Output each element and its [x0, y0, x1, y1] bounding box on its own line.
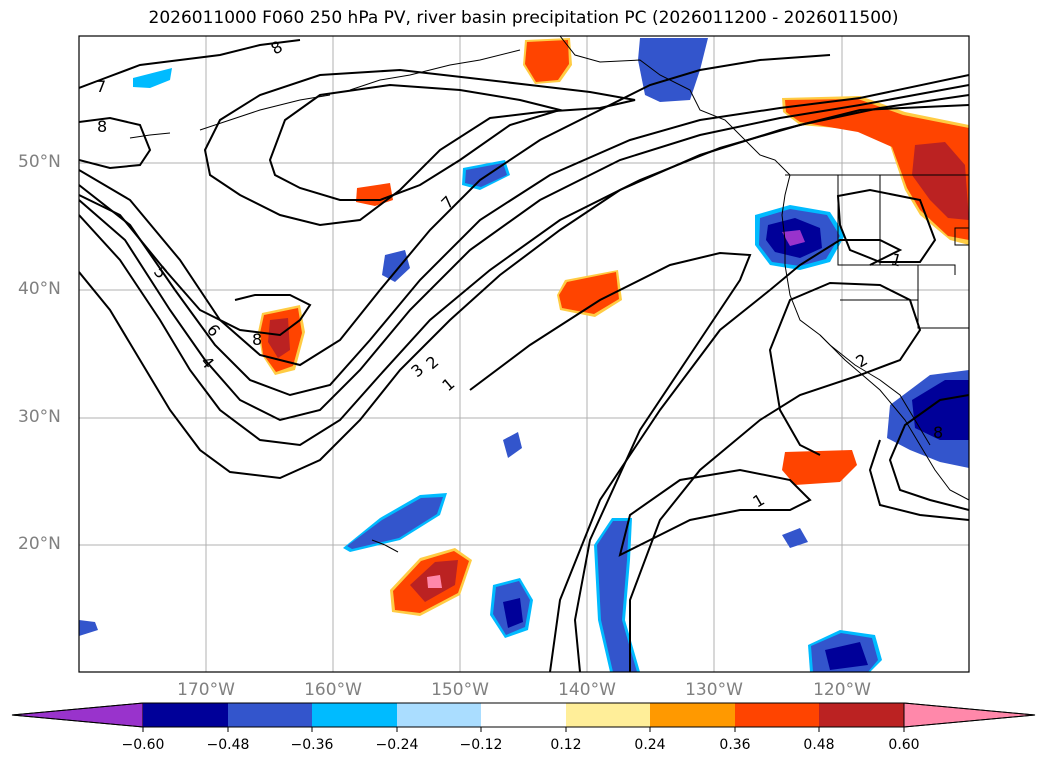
- precip-positive-area: [268, 318, 290, 358]
- colorbar-segment: [735, 703, 819, 727]
- colorbar-segment: [312, 703, 397, 727]
- colorbar-tick: 0.24: [634, 737, 666, 753]
- colorbar-frame: [11, 702, 1036, 728]
- contour-label: 7: [96, 77, 106, 96]
- colorbar-segment: [397, 703, 481, 727]
- precip-positive-area: [785, 99, 969, 240]
- contour-label: 1: [889, 250, 904, 271]
- lon-label: 140°W: [558, 680, 616, 700]
- colorbar-segment: [143, 703, 228, 727]
- precip-shading: [79, 38, 969, 672]
- colorbar-segment: [819, 703, 904, 727]
- precip-positive-area: [782, 450, 857, 485]
- figure-title: 2026011000 F060 250 hPa PV, river basin …: [148, 8, 899, 28]
- map-plot: 8 7 8 5 6 4 8 7 3 2 1 1 1 2 8: [78, 35, 970, 673]
- precip-positive-area: [912, 142, 969, 220]
- lon-label: 160°W: [304, 680, 362, 700]
- lon-label: 150°W: [431, 680, 489, 700]
- lon-label: 120°W: [813, 680, 871, 700]
- precip-positive-area: [525, 40, 569, 82]
- colorbar-tick: 0.12: [550, 737, 582, 753]
- colorbar-segments: [11, 702, 1036, 732]
- precip-negative-area: [347, 497, 443, 549]
- precip-negative-area: [503, 598, 523, 628]
- lat-label: 50°N: [18, 152, 61, 172]
- precip-negative-area: [638, 38, 708, 102]
- lat-label: 30°N: [18, 407, 61, 427]
- map-background: [79, 36, 969, 672]
- precip-negative-area: [503, 432, 522, 458]
- precip-positive-area: [559, 272, 619, 314]
- precip-negative-area: [79, 620, 98, 636]
- colorbar-tick: −0.36: [290, 737, 334, 753]
- pv-contours: [79, 39, 969, 672]
- precip-negative-area: [782, 528, 808, 548]
- colorbar-extend-high: [903, 702, 1036, 728]
- precip-negative-area: [825, 642, 868, 670]
- colorbar-segment: [650, 703, 735, 727]
- lon-label: 130°W: [685, 680, 743, 700]
- lat-label: 40°N: [18, 279, 61, 299]
- precip-negative-area: [133, 68, 172, 88]
- precip-positive-area: [427, 575, 442, 588]
- gridlines: [79, 36, 969, 672]
- colorbar-tick: −0.60: [121, 737, 165, 753]
- contour-label: 8: [933, 423, 943, 442]
- colorbar-tick: 0.36: [719, 737, 751, 753]
- colorbar-tick: −0.48: [206, 737, 250, 753]
- coastlines: [129, 36, 969, 553]
- precip-negative-area: [912, 380, 969, 440]
- precip-negative-area: [597, 521, 637, 672]
- colorbar-segment: [481, 703, 566, 727]
- colorbar-segment: [228, 703, 312, 727]
- map-frame: [78, 35, 970, 673]
- precip-negative-area: [782, 230, 805, 246]
- colorbar-tick: 0.60: [888, 737, 920, 753]
- colorbar-tick: 0.48: [803, 737, 835, 753]
- precip-negative-area: [382, 250, 410, 282]
- colorbar-segment: [566, 703, 650, 727]
- colorbar-tick: −0.24: [375, 737, 419, 753]
- contour-label: 8: [252, 330, 262, 349]
- lon-label: 170°W: [177, 680, 235, 700]
- colorbar-extend-low: [11, 702, 144, 728]
- lat-label: 20°N: [18, 534, 61, 554]
- contour-label: 8: [97, 117, 107, 136]
- colorbar-tick: −0.12: [459, 737, 503, 753]
